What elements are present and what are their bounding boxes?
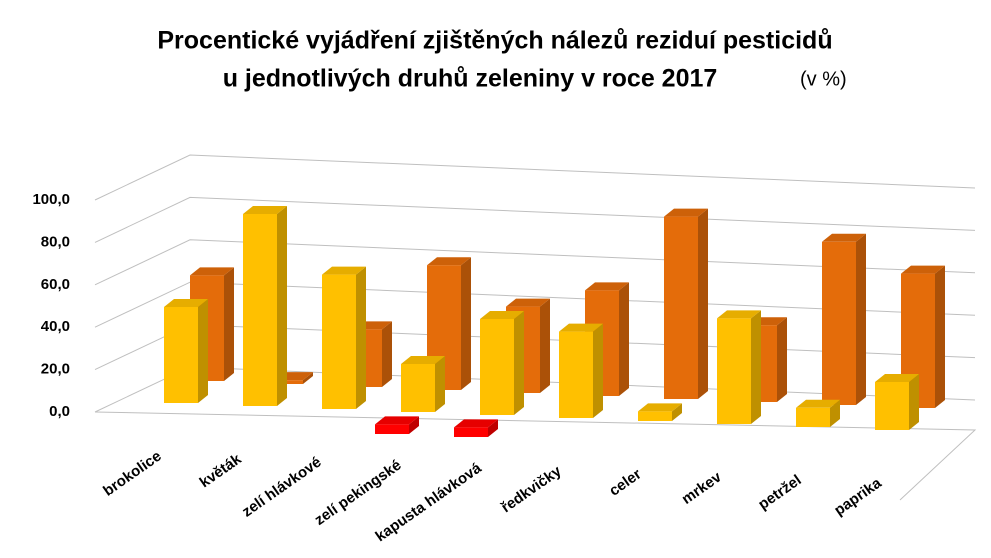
chart-title: Procentické vyjádření zjištěných nálezů … (157, 27, 832, 55)
bar-side (435, 356, 445, 412)
bar-top (506, 298, 550, 307)
bar-side (777, 317, 787, 402)
bar-side (619, 282, 629, 396)
bar-top (427, 257, 471, 266)
bar-side (303, 372, 313, 384)
bar-top (375, 416, 419, 425)
bar (480, 319, 514, 415)
bar-side (488, 419, 498, 437)
bar-top (638, 403, 682, 412)
y-tick-label: 60,0 (41, 276, 70, 293)
bar (559, 331, 593, 418)
y-tick-label: 20,0 (41, 361, 70, 378)
bar-side (356, 266, 366, 409)
bar-top (664, 208, 708, 217)
x-tick-label: mrkev (679, 468, 725, 508)
bar-side (382, 321, 392, 387)
x-tick-label: zelí hlávkové (239, 454, 325, 521)
bar-top (164, 299, 208, 307)
bar (796, 407, 830, 427)
bar (822, 241, 856, 405)
bar-top (454, 419, 498, 428)
x-tick-label: petržel (755, 472, 804, 514)
bar-side (593, 323, 603, 418)
bar (717, 318, 751, 424)
bar-top (585, 282, 629, 291)
bar-side (909, 374, 919, 430)
bar-top (901, 265, 945, 274)
x-tick-label: brokolice (100, 448, 164, 500)
y-tick-label: 100,0 (32, 191, 70, 208)
y-tick-label: 80,0 (41, 233, 70, 250)
grid-line (94, 239, 976, 286)
grid-line (94, 196, 976, 243)
bar-top (717, 310, 761, 319)
x-tick-label: květák (197, 450, 246, 491)
bar-side (277, 206, 287, 406)
bar (401, 364, 435, 412)
bar-top (322, 266, 366, 275)
bar-side (672, 403, 682, 421)
bar-side (409, 416, 419, 434)
bar-top (190, 267, 234, 276)
bar-top (875, 374, 919, 382)
grid-line (94, 154, 976, 201)
unit-label: (v %) (800, 68, 847, 90)
bar-side (751, 310, 761, 424)
bar-side (856, 233, 866, 405)
bar (638, 411, 672, 421)
bar-top (401, 356, 445, 364)
bar (322, 274, 356, 409)
bar-side (935, 265, 945, 408)
bar-side (698, 208, 708, 399)
bar (664, 216, 698, 399)
chart-subtitle: u jednotlivých druhů zeleniny v roce 201… (223, 65, 718, 93)
bar-top (796, 399, 840, 408)
y-tick-label: 0,0 (49, 403, 70, 420)
bar-side (224, 267, 234, 381)
bar (875, 382, 909, 430)
bar-top (822, 233, 866, 242)
bar-top (243, 206, 287, 214)
bar-top (480, 311, 524, 319)
bar-side (198, 299, 208, 403)
bar (375, 424, 409, 434)
bar-top (559, 323, 603, 332)
bar-side (514, 311, 524, 415)
bar-side (540, 298, 550, 393)
bar-side (830, 399, 840, 427)
x-tick-label: paprika (831, 474, 885, 519)
bar (454, 427, 488, 437)
bar-side (461, 257, 471, 390)
bar (243, 214, 277, 406)
x-tick-label: celer (606, 466, 645, 500)
x-tick-label: ředkvičky (498, 462, 565, 516)
bar (164, 307, 198, 403)
y-tick-label: 40,0 (41, 318, 70, 335)
